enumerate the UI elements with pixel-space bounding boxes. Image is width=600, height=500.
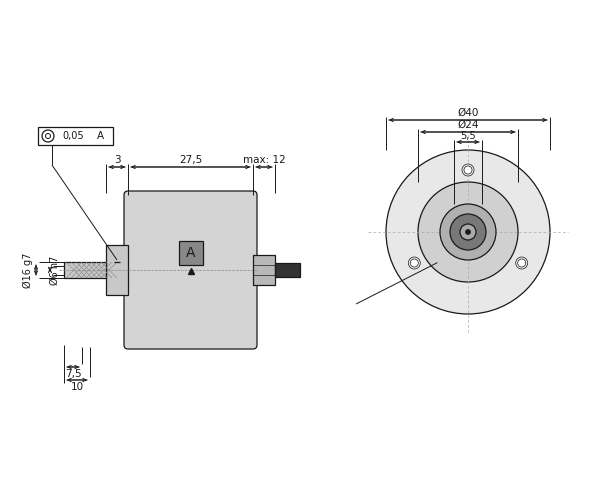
Circle shape [410, 259, 418, 267]
Circle shape [42, 130, 54, 142]
FancyBboxPatch shape [124, 191, 257, 349]
Text: Ø24: Ø24 [457, 120, 479, 130]
Bar [179, 241, 203, 265]
Circle shape [418, 182, 518, 282]
Bar [106, 245, 128, 295]
Text: A: A [186, 246, 195, 260]
Text: 10: 10 [70, 382, 83, 392]
Circle shape [464, 166, 472, 174]
Text: 3: 3 [113, 155, 121, 165]
Circle shape [460, 224, 476, 240]
Bar [64, 262, 106, 278]
Text: Ø6 h7: Ø6 h7 [50, 256, 60, 284]
Text: Ø40: Ø40 [457, 108, 479, 118]
Circle shape [450, 214, 486, 250]
Text: 27,5: 27,5 [179, 155, 202, 165]
Bar [275, 263, 300, 277]
Text: 5,5: 5,5 [460, 131, 476, 141]
Bar [253, 255, 275, 285]
Circle shape [462, 164, 474, 176]
Text: max: 12: max: 12 [242, 155, 286, 165]
Text: Ø16 g7: Ø16 g7 [23, 252, 33, 288]
Bar [38, 127, 113, 145]
Circle shape [515, 257, 527, 269]
Text: 0,05: 0,05 [62, 131, 84, 141]
Circle shape [386, 150, 550, 314]
Circle shape [466, 230, 470, 234]
Circle shape [518, 259, 526, 267]
Circle shape [440, 204, 496, 260]
Circle shape [46, 134, 50, 138]
Text: A: A [97, 131, 104, 141]
Text: 7,5: 7,5 [65, 369, 82, 379]
Circle shape [409, 257, 421, 269]
